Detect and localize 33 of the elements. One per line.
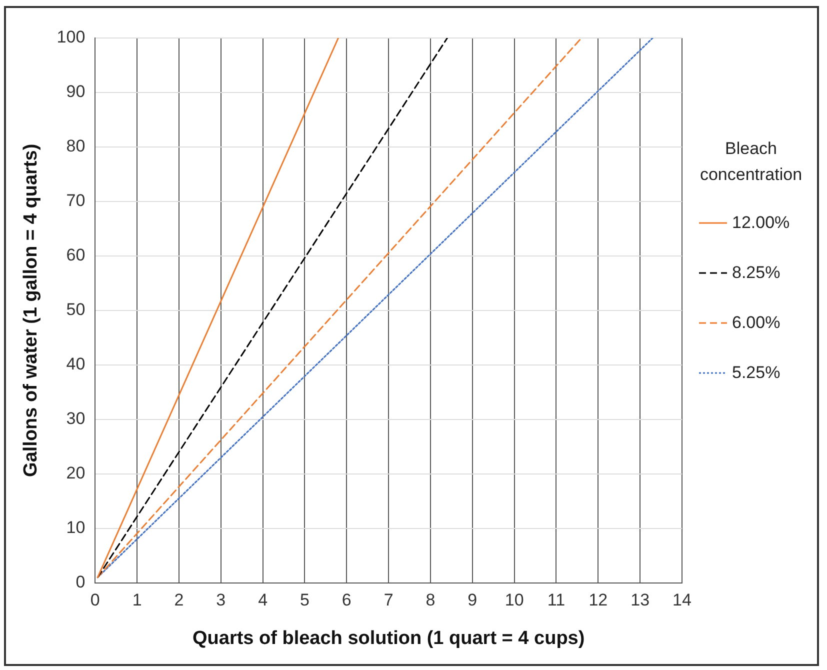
x-tick-label: 6	[342, 590, 352, 610]
y-tick-label: 60	[66, 246, 86, 265]
y-tick-label: 90	[66, 82, 86, 102]
x-tick-label: 0	[90, 590, 100, 610]
x-tick-label: 8	[426, 590, 436, 610]
x-tick-label: 13	[630, 590, 650, 610]
legend-title: Bleach concentration	[698, 138, 804, 186]
y-tick-label: 30	[66, 409, 86, 428]
y-tick-label: 50	[66, 300, 86, 320]
y-tick-label: 100	[56, 28, 86, 47]
y-tick-label: 0	[76, 572, 86, 592]
x-tick-label: 10	[504, 590, 524, 610]
y-tick-label: 40	[66, 354, 86, 374]
x-tick-label: 3	[216, 590, 226, 610]
legend-label: 6.00%	[732, 313, 780, 333]
legend-label: 8.25%	[732, 263, 780, 283]
x-tick-label: 11	[547, 590, 566, 610]
x-tick-label: 1	[132, 590, 142, 610]
x-tick-label: 14	[672, 590, 692, 610]
x-tick-label: 2	[174, 590, 184, 610]
y-axis-title: Gallons of water (1 gallon = 4 quarts)	[20, 144, 42, 477]
x-axis-title: Quarts of bleach solution (1 quart = 4 cups)	[192, 628, 585, 649]
x-tick-label: 5	[300, 590, 310, 610]
x-tick-label: 9	[468, 590, 478, 610]
x-tick-label: 12	[588, 590, 608, 610]
y-tick-label: 80	[66, 136, 86, 156]
legend-label: 12.00%	[732, 213, 790, 233]
legend-label: 5.25%	[732, 363, 780, 383]
x-tick-label: 4	[258, 590, 268, 610]
y-tick-label: 10	[66, 518, 86, 538]
x-tick-label: 7	[384, 590, 394, 610]
y-tick-label: 70	[66, 191, 86, 210]
y-tick-label: 20	[66, 464, 86, 483]
